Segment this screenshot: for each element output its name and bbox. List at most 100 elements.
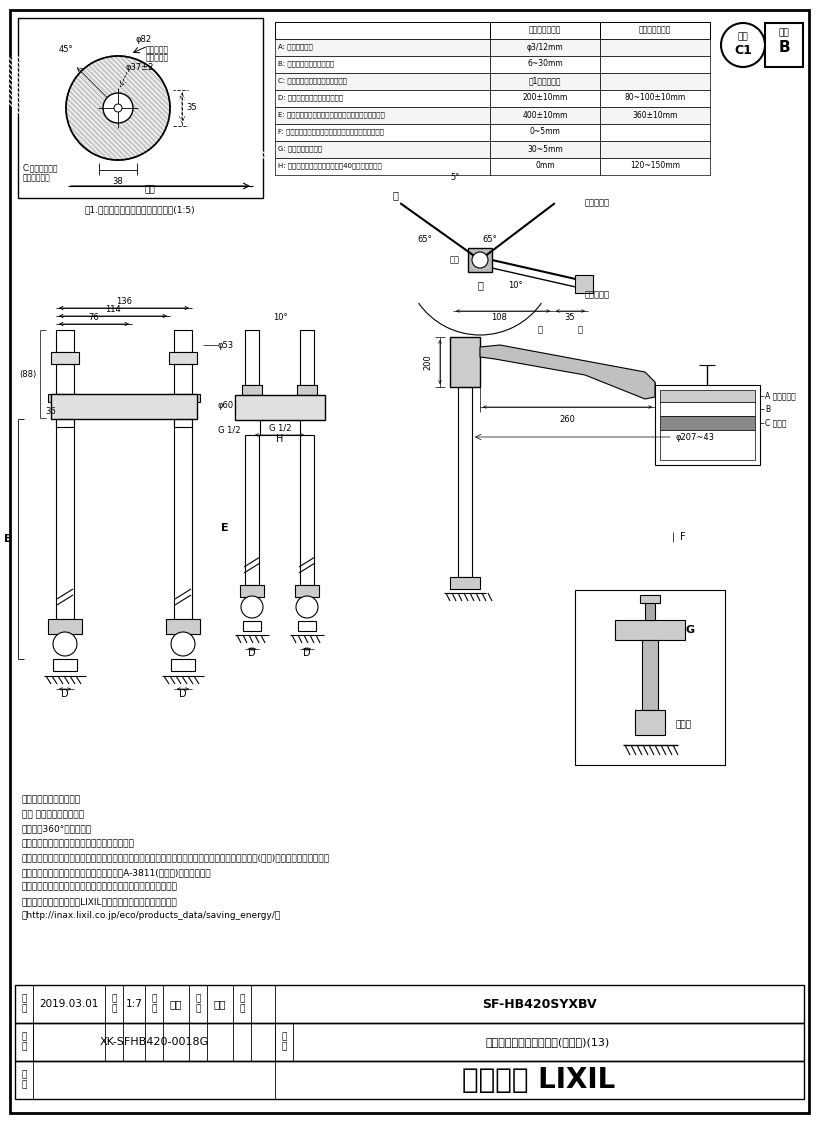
Bar [450,337,480,387]
Bar [169,351,197,364]
Bar [600,73,710,90]
Text: ・分岐接続は、左右両側共に水分岐仕様です。: ・分岐接続は、左右両側共に水分岐仕様です。 [22,839,135,848]
Bar [174,330,192,351]
Bar [600,124,710,141]
Bar [655,385,760,465]
Text: 108: 108 [491,312,507,321]
Text: 穴径可能大: 穴径可能大 [146,54,170,63]
Text: 1:7: 1:7 [125,999,143,1008]
Text: 水: 水 [477,280,483,290]
Bar [490,107,600,124]
Bar [600,158,710,175]
Bar [297,385,317,395]
Text: 36: 36 [46,408,57,417]
Bar [600,39,710,56]
Bar [48,394,82,402]
Text: 260: 260 [559,414,575,423]
Text: 株式会社 LIXIL: 株式会社 LIXIL [463,1066,616,1094]
Circle shape [296,596,318,618]
Text: ・（ ）内は、参考寸法。: ・（ ）内は、参考寸法。 [22,810,84,819]
Text: 湯: 湯 [392,190,398,200]
Bar [245,435,259,585]
Text: φ60: φ60 [218,401,234,410]
Text: 節湯: 節湯 [738,33,749,42]
Text: 65°: 65° [482,236,497,245]
Text: H: 元栓中心から板表・最遠高さ40中心までの寸法: H: 元栓中心から板表・最遠高さ40中心までの寸法 [278,163,382,170]
Bar [275,56,490,73]
Bar [53,659,77,672]
Text: 備
考: 備 考 [21,1070,27,1089]
Bar [660,390,755,402]
Text: 400±10mm: 400±10mm [523,110,568,119]
Bar [642,640,658,710]
Text: E: E [221,523,229,533]
Bar [490,158,600,175]
Text: シングルレバー混合水栓(分岐形)(13): シングルレバー混合水栓(分岐形)(13) [486,1037,610,1047]
Text: D: D [61,690,69,699]
Bar [275,141,490,158]
Bar [575,590,725,765]
Bar [275,90,490,107]
Text: 図
番: 図 番 [21,1032,27,1052]
Text: ・分岐口には、左右両側共に分岐フタが付いています。分岐する側の分岐フタを外し、分岐止水栓(同梱)を取り付けて下さい。: ・分岐口には、左右両側共に分岐フタが付いています。分岐する側の分岐フタを外し、分… [22,853,330,862]
Text: F: 元栓中心から板表・最遠め上面設置中心までの寸法: F: 元栓中心から板表・最遠め上面設置中心までの寸法 [278,129,384,135]
Text: 磯崎: 磯崎 [214,999,226,1008]
Circle shape [171,632,195,656]
Bar [660,402,755,416]
Bar [490,124,600,141]
Bar [635,710,665,734]
Text: 図1による確認: 図1による確認 [529,76,561,85]
Bar [490,141,600,158]
Text: B: B [765,404,770,413]
Text: 釜山: 釜山 [170,999,183,1008]
Bar [640,595,660,603]
Bar [600,56,710,73]
Text: 360±10mm: 360±10mm [632,110,677,119]
Text: 35: 35 [564,312,575,321]
Bar [490,90,600,107]
Text: G: 止水栓の開閉寸法: G: 止水栓の開閉寸法 [278,146,322,153]
Text: 200: 200 [423,354,432,369]
Circle shape [472,252,488,268]
Polygon shape [480,345,655,399]
Text: 図1.裏面取付作業必要スペース寸法(1:5): 図1.裏面取付作業必要スペース寸法(1:5) [84,206,195,214]
Text: 品
名: 品 名 [281,1032,287,1052]
Text: 開: 開 [577,326,582,335]
Bar [245,330,259,385]
Bar [235,395,325,420]
Text: 80~100±10mm: 80~100±10mm [624,93,686,102]
Bar [490,22,600,39]
Text: 分岐止水栓: 分岐止水栓 [585,199,610,208]
Bar [242,385,262,395]
Bar [48,619,82,634]
Text: 136: 136 [116,298,132,307]
Bar [275,39,490,56]
Text: A: 取付可能大穴: A: 取付可能大穴 [278,44,313,51]
Bar [575,275,593,293]
Text: 閉: 閉 [537,326,542,335]
Text: SF-HB420SYXBV: SF-HB420SYXBV [482,997,596,1011]
Text: F: F [680,532,686,542]
Text: 製
図: 製 図 [152,994,156,1014]
Text: E: 元栓中心から板表・最遠め上面取付中心までの寸法: E: 元栓中心から板表・最遠め上面取付中心までの寸法 [278,111,385,118]
Bar [275,124,490,141]
Bar [174,364,192,394]
Bar [15,1023,804,1061]
Text: 必要スペース: 必要スペース [23,173,51,183]
Text: E: E [4,535,11,544]
Bar [600,107,710,124]
Text: 2019.03.01: 2019.03.01 [39,999,98,1008]
Bar [260,420,300,435]
Bar [243,621,261,631]
Bar [174,419,192,619]
Text: A 水栓取付面: A 水栓取付面 [765,392,796,401]
Bar [18,18,263,198]
Bar [450,577,480,588]
Bar [600,141,710,158]
Text: (88): (88) [20,369,37,378]
Bar [56,402,74,427]
Text: ・節湯記号については、LIXILホームページを参照ください。: ・節湯記号については、LIXILホームページを参照ください。 [22,897,178,906]
Text: C: 裏面取付作業必要スペース寸法: C: 裏面取付作業必要スペース寸法 [278,77,347,84]
Text: 76: 76 [88,313,99,322]
Text: 5°: 5° [450,173,459,182]
